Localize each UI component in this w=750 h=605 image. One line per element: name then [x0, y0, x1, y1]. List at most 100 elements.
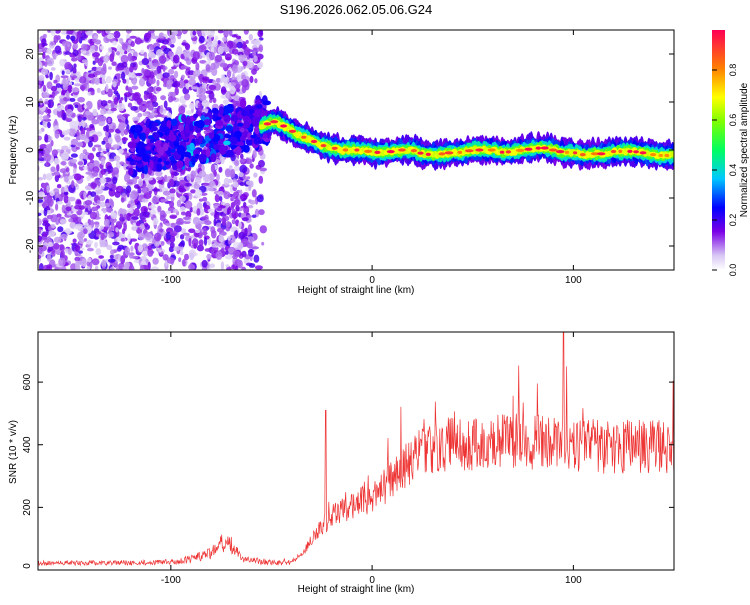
noise-blob — [134, 37, 142, 45]
noise-blob — [83, 228, 88, 235]
noise-blob — [88, 73, 96, 78]
noise-blob — [87, 140, 93, 148]
noise-blob — [188, 102, 195, 110]
noise-blob — [112, 40, 118, 46]
signal-blob — [243, 121, 250, 129]
noise-blob — [61, 40, 70, 47]
noise-blob — [179, 195, 186, 202]
noise-blob — [186, 173, 192, 181]
noise-blob — [232, 181, 239, 188]
noise-blob — [64, 185, 68, 193]
noise-blob — [198, 220, 206, 225]
noise-blob — [48, 229, 55, 237]
noise-blob — [116, 51, 120, 56]
noise-blob — [150, 95, 157, 103]
ridge-peak — [475, 148, 484, 152]
noise-blob — [169, 214, 178, 219]
noise-blob — [105, 142, 112, 150]
noise-blob — [249, 75, 254, 84]
noise-blob — [101, 30, 107, 37]
ridge-peak — [301, 135, 307, 139]
noise-blob — [259, 30, 263, 36]
noise-blob — [96, 131, 103, 137]
signal-blob — [189, 123, 194, 132]
noise-blob — [231, 64, 238, 74]
ridge-peak — [564, 150, 570, 154]
noise-blob — [67, 248, 72, 256]
noise-blob — [81, 59, 88, 63]
noise-blob — [94, 39, 102, 45]
noise-blob — [151, 202, 155, 210]
signal-blob — [150, 126, 158, 132]
noise-blob — [120, 197, 125, 203]
noise-blob — [109, 217, 117, 224]
noise-blob — [160, 198, 169, 203]
noise-blob — [168, 31, 176, 40]
noise-blob — [61, 90, 65, 97]
snr-y-tick-label: 600 — [22, 373, 33, 390]
noise-blob — [74, 205, 81, 210]
spectrogram-y-axis-label: Frequency (Hz) — [8, 116, 19, 185]
signal-blob — [241, 109, 248, 117]
noise-blob — [42, 92, 50, 99]
noise-blob — [232, 191, 240, 200]
noise-blob — [65, 108, 73, 117]
noise-blob — [259, 225, 267, 234]
noise-blob — [117, 255, 121, 263]
noise-blob — [66, 30, 74, 35]
noise-blob — [42, 51, 46, 60]
noise-blob — [242, 175, 247, 180]
noise-blob — [42, 173, 47, 181]
noise-blob — [256, 194, 264, 203]
noise-blob — [248, 33, 253, 41]
noise-blob — [111, 183, 117, 191]
signal-blob — [254, 99, 262, 105]
noise-blob — [144, 224, 150, 230]
noise-blob — [123, 50, 128, 55]
snr-series-line — [38, 332, 674, 567]
colorbar-tick-label: 0.6 — [728, 114, 738, 127]
noise-blob — [109, 199, 114, 206]
noise-blob — [204, 220, 212, 226]
noise-blob — [49, 71, 53, 81]
noise-blob — [70, 138, 79, 146]
noise-blob — [173, 246, 181, 252]
noise-blob — [165, 210, 172, 214]
noise-blob — [181, 30, 188, 35]
noise-blob — [80, 114, 84, 119]
noise-blob — [103, 218, 110, 227]
signal-blob — [152, 122, 159, 127]
noise-blob — [204, 174, 211, 183]
noise-blob — [46, 214, 54, 220]
signal-blob — [262, 100, 271, 106]
noise-blob — [159, 104, 164, 114]
noise-blob — [188, 78, 196, 86]
spectrogram-y-tick-label: 10 — [25, 96, 36, 108]
noise-blob — [135, 72, 143, 77]
noise-blob — [45, 173, 53, 181]
noise-blob — [149, 213, 153, 218]
noise-blob — [229, 85, 236, 95]
noise-blob — [125, 85, 129, 91]
noise-blob — [188, 192, 193, 200]
noise-blob — [231, 34, 238, 38]
signal-blob — [225, 149, 234, 158]
signal-blob — [143, 164, 148, 175]
noise-blob — [148, 76, 156, 85]
noise-blob — [106, 165, 114, 173]
noise-blob — [59, 58, 66, 67]
noise-blob — [209, 98, 213, 103]
noise-blob — [70, 153, 78, 158]
ridge-peak — [505, 150, 512, 154]
noise-blob — [217, 40, 221, 45]
noise-blob — [166, 79, 174, 85]
noise-blob — [73, 173, 82, 181]
signal-blob — [184, 123, 190, 134]
noise-blob — [46, 185, 50, 194]
noise-blob — [110, 221, 115, 231]
noise-blob — [209, 263, 215, 269]
noise-blob — [156, 176, 163, 181]
noise-blob — [228, 30, 233, 37]
signal-blob — [240, 134, 246, 143]
